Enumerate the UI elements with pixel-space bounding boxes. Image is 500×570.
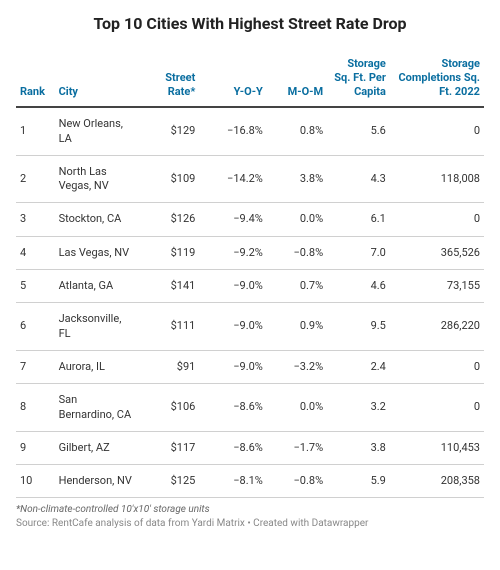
cell-city: Atlanta, GA [55,270,139,303]
source-text: Source: RentCafe analysis of data from Y… [16,518,484,529]
cell-city: Stockton, CA [55,203,139,236]
cell-city: Jacksonville, FL [55,303,139,351]
cell-city: Las Vegas, NV [55,236,139,269]
cell-rate: $119 [139,236,199,269]
cell-city: Henderson, NV [55,465,139,498]
cell-mom: 0.8% [267,107,327,155]
cell-sqft: 4.6 [327,270,390,303]
cell-mom: 0.0% [267,203,327,236]
cell-yoy: −16.8% [199,107,267,155]
col-header-mom: M-O-M [267,51,327,107]
cell-rate: $125 [139,465,199,498]
cell-sqft: 3.8 [327,431,390,464]
table-body: 1New Orleans, LA$129−16.8%0.8%5.602North… [16,107,484,498]
col-header-comp: Storage Completions Sq. Ft. 2022 [390,51,484,107]
cell-yoy: −9.0% [199,303,267,351]
cell-sqft: 2.4 [327,350,390,383]
cell-rank: 8 [16,384,55,432]
col-header-sqft: Storage Sq. Ft. Per Capita [327,51,390,107]
cell-mom: 0.0% [267,384,327,432]
cell-mom: −3.2% [267,350,327,383]
cell-comp: 286,220 [390,303,484,351]
col-header-rate: Street Rate* [139,51,199,107]
cell-comp: 118,008 [390,155,484,203]
cell-yoy: −8.6% [199,384,267,432]
table-row: 3Stockton, CA$126−9.4%0.0%6.10 [16,203,484,236]
cell-comp: 208,358 [390,465,484,498]
cell-rank: 3 [16,203,55,236]
cell-mom: 0.9% [267,303,327,351]
col-header-yoy: Y-O-Y [199,51,267,107]
cell-yoy: −8.6% [199,431,267,464]
cell-rate: $129 [139,107,199,155]
cell-mom: 3.8% [267,155,327,203]
cell-yoy: −8.1% [199,465,267,498]
cell-sqft: 5.9 [327,465,390,498]
cell-comp: 73,155 [390,270,484,303]
table-row: 1New Orleans, LA$129−16.8%0.8%5.60 [16,107,484,155]
table-row: 9Gilbert, AZ$117−8.6%−1.7%3.8110,453 [16,431,484,464]
cell-rank: 9 [16,431,55,464]
cell-comp: 110,453 [390,431,484,464]
cell-rank: 2 [16,155,55,203]
col-header-rank: Rank [16,51,55,107]
cell-comp: 365,526 [390,236,484,269]
cell-mom: −1.7% [267,431,327,464]
data-table: Rank City Street Rate* Y-O-Y M-O-M Stora… [16,51,484,498]
cell-rank: 1 [16,107,55,155]
cell-rate: $141 [139,270,199,303]
table-row: 8San Bernardino, CA$106−8.6%0.0%3.20 [16,384,484,432]
cell-sqft: 9.5 [327,303,390,351]
cell-rank: 6 [16,303,55,351]
cell-city: New Orleans, LA [55,107,139,155]
cell-city: Aurora, IL [55,350,139,383]
cell-sqft: 5.6 [327,107,390,155]
cell-sqft: 3.2 [327,384,390,432]
cell-rank: 7 [16,350,55,383]
page-title: Top 10 Cities With Highest Street Rate D… [16,14,484,33]
cell-city: Gilbert, AZ [55,431,139,464]
cell-rate: $91 [139,350,199,383]
cell-rate: $109 [139,155,199,203]
cell-rate: $106 [139,384,199,432]
cell-city: San Bernardino, CA [55,384,139,432]
cell-rank: 10 [16,465,55,498]
table-container: Top 10 Cities With Highest Street Rate D… [0,0,500,539]
cell-rank: 4 [16,236,55,269]
cell-yoy: −9.0% [199,350,267,383]
cell-comp: 0 [390,107,484,155]
cell-rate: $111 [139,303,199,351]
cell-mom: 0.7% [267,270,327,303]
cell-city: North Las Vegas, NV [55,155,139,203]
col-header-city: City [55,51,139,107]
cell-comp: 0 [390,350,484,383]
table-row: 10Henderson, NV$125−8.1%−0.8%5.9208,358 [16,465,484,498]
cell-comp: 0 [390,203,484,236]
cell-rate: $117 [139,431,199,464]
cell-sqft: 6.1 [327,203,390,236]
table-row: 6Jacksonville, FL$111−9.0%0.9%9.5286,220 [16,303,484,351]
table-row: 4Las Vegas, NV$119−9.2%−0.8%7.0365,526 [16,236,484,269]
cell-yoy: −14.2% [199,155,267,203]
table-row: 7Aurora, IL$91−9.0%−3.2%2.40 [16,350,484,383]
cell-rank: 5 [16,270,55,303]
cell-comp: 0 [390,384,484,432]
cell-mom: −0.8% [267,465,327,498]
footnote-text: *Non-climate-controlled 10'x10' storage … [16,504,484,515]
cell-sqft: 4.3 [327,155,390,203]
cell-yoy: −9.2% [199,236,267,269]
cell-sqft: 7.0 [327,236,390,269]
table-row: 5Atlanta, GA$141−9.0%0.7%4.673,155 [16,270,484,303]
cell-mom: −0.8% [267,236,327,269]
cell-yoy: −9.0% [199,270,267,303]
cell-rate: $126 [139,203,199,236]
cell-yoy: −9.4% [199,203,267,236]
table-row: 2North Las Vegas, NV$109−14.2%3.8%4.3118… [16,155,484,203]
table-header: Rank City Street Rate* Y-O-Y M-O-M Stora… [16,51,484,107]
